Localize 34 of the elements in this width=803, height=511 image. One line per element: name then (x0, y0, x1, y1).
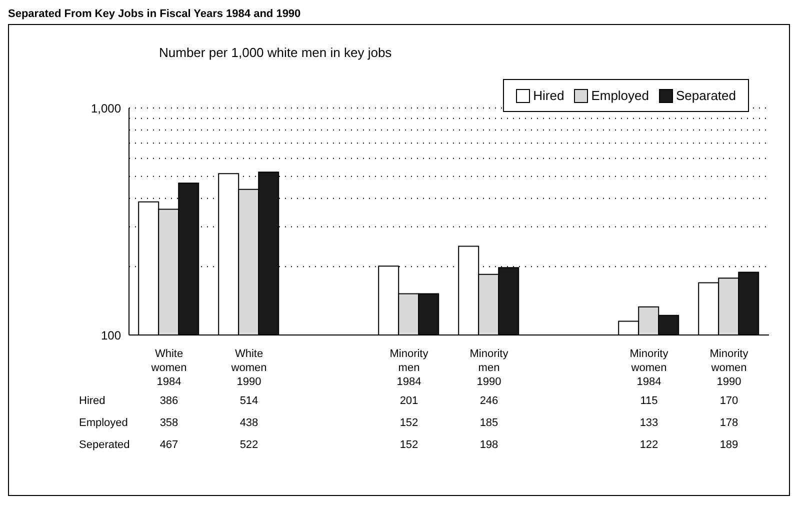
y-tick-label: 1,000 (90, 101, 122, 116)
legend-label: Employed (590, 88, 649, 103)
data-label: 514 (238, 395, 260, 407)
data-label: 152 (398, 417, 420, 429)
data-label: 386 (158, 395, 180, 407)
data-label: 246 (478, 395, 500, 407)
data-label: 467 (158, 439, 180, 451)
data-label: 170 (718, 395, 740, 407)
data-label: 198 (478, 439, 500, 451)
data-label: 201 (398, 395, 420, 407)
data-label: 358 (158, 417, 180, 429)
x-tick-label: Minority men 1990 (470, 348, 509, 388)
text: Seperated (79, 439, 130, 451)
x-tick-label: Minority men 1984 (390, 348, 429, 388)
y-axis-title: Number per 1,000 white men in key jobs (159, 45, 392, 60)
data-label: 189 (718, 439, 740, 451)
data-label: 522 (238, 439, 260, 451)
data-label: 152 (398, 439, 420, 451)
legend-label: Separated (675, 88, 736, 103)
data-label: 178 (718, 417, 740, 429)
text: Employed (79, 417, 128, 429)
data-label: 122 (638, 439, 660, 451)
data-label: 185 (478, 417, 500, 429)
chart-title: Separated From Key Jobs in Fiscal Years 1984 and 1990 (8, 8, 302, 20)
data-label: 133 (638, 417, 660, 429)
text: Hired (79, 395, 106, 407)
x-tick-label: Minority women 1984 (630, 348, 669, 388)
x-tick-label: White women 1990 (230, 348, 267, 388)
x-tick-label: Minority women 1990 (710, 348, 749, 388)
legend-label: Hired (532, 88, 564, 103)
data-label: 115 (639, 395, 659, 407)
x-tick-label: White women 1984 (150, 348, 187, 388)
y-tick-label: 100 (100, 328, 122, 342)
data-label: 438 (238, 417, 260, 429)
